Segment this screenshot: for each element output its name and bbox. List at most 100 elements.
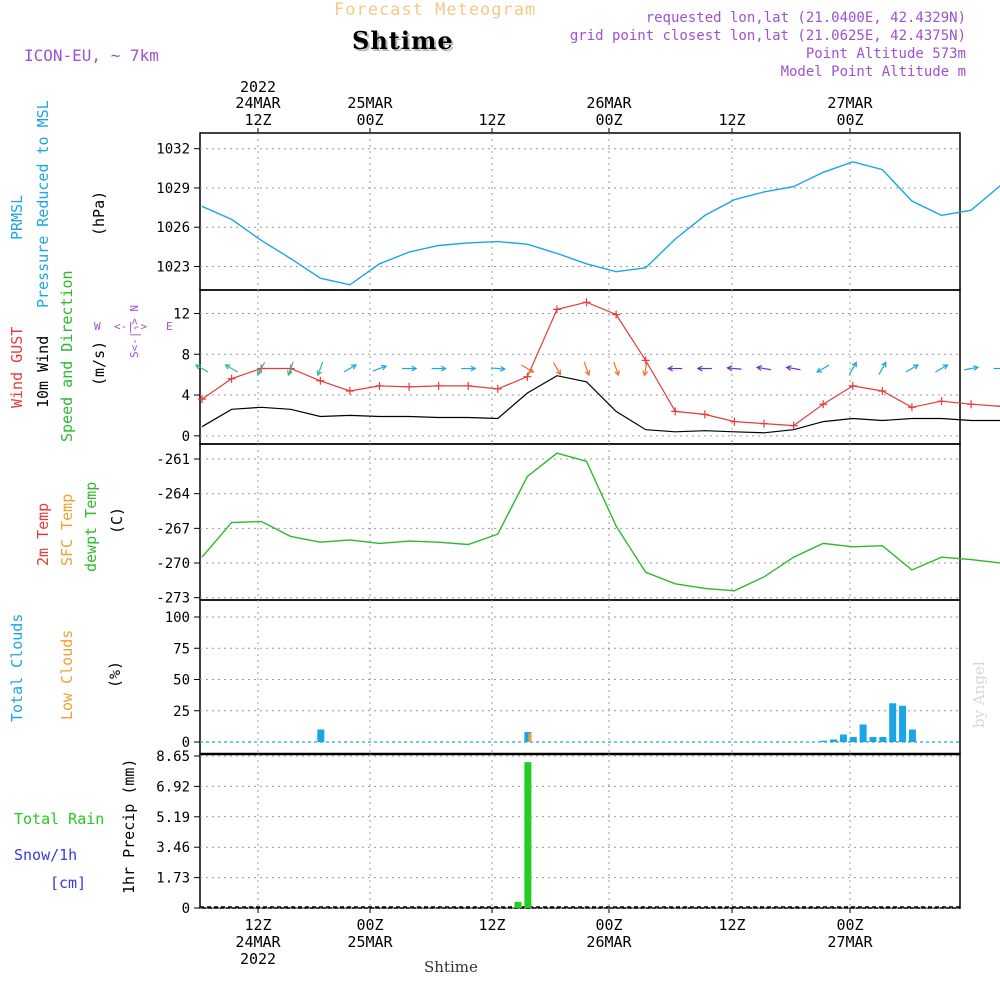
y-tick-label: 0 [182, 429, 190, 445]
gust-marker [405, 382, 414, 391]
gust-marker [227, 374, 236, 383]
top-time-date: 24MAR [235, 94, 281, 112]
model-label: ICON-EU, ~ 7km [24, 46, 159, 65]
precip-snow-label: Snow/1h [14, 846, 78, 864]
wind-arrow-head [257, 369, 263, 376]
gust-marker [345, 386, 354, 395]
wind-arrow [905, 364, 919, 373]
top-time-hour: 00Z [595, 111, 622, 129]
wind-arrow [613, 361, 620, 376]
wind-arrow-head [470, 365, 477, 372]
wind-arrow-head [642, 370, 649, 377]
gust-marker [967, 400, 976, 409]
y-tick-label: 0 [182, 735, 190, 751]
y-tick-label: 3.46 [156, 840, 190, 856]
y-tick-label: -261 [156, 452, 190, 468]
wind-arrow [521, 364, 534, 373]
bottom-time-date: 24MAR [235, 933, 281, 951]
total-cloud-bar [830, 739, 838, 742]
model-altitude: Model Point Altitude m [780, 64, 966, 80]
top-time-hour: 12Z [718, 111, 745, 129]
wind-arrow [343, 364, 357, 373]
compass-mid: <-|-> [114, 320, 148, 333]
y-tick-label: 25 [173, 704, 190, 720]
y-tick-label: 4 [182, 388, 190, 404]
dewpt-line [201, 452, 1000, 592]
total-cloud-bar [849, 737, 857, 742]
wind-arrow-head [411, 365, 418, 372]
gust-marker [848, 381, 857, 390]
wind-arrow [964, 366, 979, 371]
wind-arrow [583, 361, 590, 376]
wind-arrow-head [287, 370, 293, 377]
bottom-time-hour: 12Z [478, 916, 505, 934]
top-time-hour: 12Z [478, 111, 505, 129]
wind-arrow [643, 361, 648, 376]
precip-cm-label: [cm] [50, 874, 87, 892]
y-tick-label: 1023 [156, 259, 190, 275]
y-tick-label: 100 [165, 610, 190, 626]
wind-arrow-head [816, 367, 823, 373]
wind-arrow-head [912, 364, 920, 370]
wind-arrow [878, 362, 887, 375]
gust-marker [641, 356, 650, 365]
bottom-time-hour: 00Z [356, 916, 383, 934]
wind-arrow-head [316, 370, 323, 377]
y-tick-label: 5.19 [156, 810, 190, 826]
wind-arrow-head [350, 364, 358, 370]
gust-marker [552, 305, 561, 314]
gust-marker [375, 381, 384, 390]
top-time-date: 26MAR [586, 94, 632, 112]
wind-arrow [372, 365, 387, 372]
wind-arrow [195, 364, 209, 373]
wind-arrow-head [584, 370, 591, 377]
bottom-time-hour: 12Z [718, 916, 745, 934]
wind-arrow [552, 362, 561, 375]
wind-arrow [727, 367, 742, 370]
y-tick-label: -267 [156, 521, 190, 537]
pressure-line [201, 161, 1000, 286]
gust-marker [612, 310, 621, 319]
panel-frame-3 [199, 599, 961, 755]
gust-marker [523, 372, 532, 381]
wind-arrow-head [381, 364, 388, 371]
top-time-hour: 00Z [836, 111, 863, 129]
wind-arrow-head [851, 361, 857, 368]
total-cloud-bar [820, 740, 828, 742]
y-tick-label: -264 [156, 487, 190, 503]
low-cloud-bar [528, 733, 532, 742]
bottom-time-date: 27MAR [827, 933, 873, 951]
wind-arrow-head [499, 365, 507, 372]
y-tick-label: 6.92 [156, 779, 190, 795]
wind-arrow-head [726, 365, 733, 372]
grid-point-location: grid point closest lon,lat (21.0625E, 42… [569, 28, 966, 44]
top-time-date: 25MAR [347, 94, 393, 112]
top-time-hour: 00Z [356, 111, 383, 129]
y-tick-label: -273 [156, 591, 190, 607]
gust-marker [316, 376, 325, 385]
wind-arrow [757, 366, 772, 371]
gust-marker [582, 298, 591, 307]
gust-marker [671, 407, 680, 416]
wind-arrow-head [224, 364, 231, 370]
total-cloud-bar [879, 737, 887, 742]
wind-arrow [490, 367, 505, 370]
gust-marker [996, 405, 1000, 407]
total-cloud-bar [908, 729, 916, 742]
y-tick-label: 75 [173, 641, 190, 657]
y-tick-label: 8 [182, 347, 190, 363]
gust-marker [789, 421, 798, 430]
bottom-time-hour: 00Z [836, 916, 863, 934]
wind-arrow [848, 362, 857, 375]
gust-marker [700, 410, 709, 419]
gust-marker [819, 400, 828, 409]
gust-marker [878, 386, 887, 395]
y-tick-label: 1.73 [156, 871, 190, 887]
gust-marker [760, 419, 769, 428]
bottom-time-hour: 12Z [244, 916, 271, 934]
total-cloud-bar [317, 729, 325, 742]
top-time-hour: 12Z [244, 111, 271, 129]
gust-marker [907, 403, 916, 412]
total-cloud-bar [839, 734, 847, 742]
wind-arrow [287, 361, 294, 376]
